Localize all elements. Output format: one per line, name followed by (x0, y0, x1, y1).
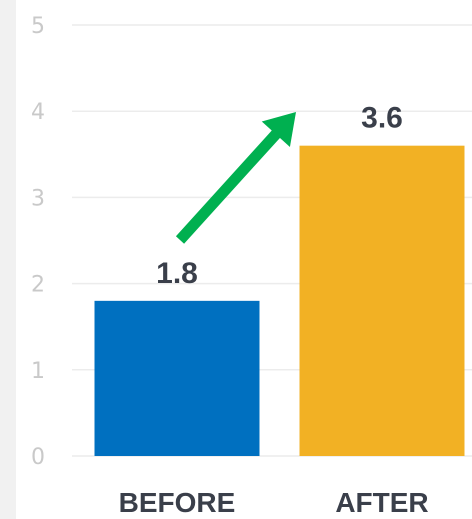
y-tick-label-2: 2 (31, 273, 45, 298)
y-tick-label-4: 4 (31, 100, 45, 125)
category-label-after: AFTER (335, 487, 428, 518)
y-tick-label-0: 0 (31, 445, 45, 470)
y-tick-label-1: 1 (31, 359, 45, 384)
arrow-shaft (175, 129, 282, 244)
data-label-before: 1.8 (156, 257, 198, 290)
bar-before (94, 300, 260, 456)
y-axis-ticks: 0 1 2 3 4 5 (31, 14, 45, 470)
data-labels: 1.8 3.6 (156, 102, 403, 290)
category-labels: BEFORE AFTER (119, 487, 429, 518)
bar-after (299, 145, 465, 456)
arrow-up-right-icon (261, 112, 296, 147)
y-tick-label-5: 5 (31, 14, 45, 39)
y-tick-label-3: 3 (31, 186, 45, 211)
left-edge-strip (0, 0, 16, 519)
trend-arrow (175, 112, 296, 244)
category-label-before: BEFORE (119, 487, 236, 518)
bars (94, 145, 465, 456)
data-label-after: 3.6 (361, 102, 403, 135)
